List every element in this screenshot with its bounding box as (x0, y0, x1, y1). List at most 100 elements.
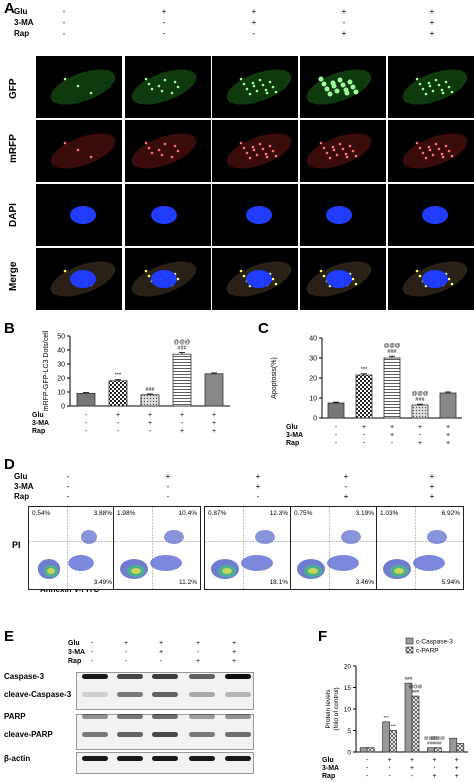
treatment-sign: - (366, 773, 369, 780)
cell-population (164, 530, 184, 544)
d-treat-sign: + (255, 472, 261, 481)
bar (76, 393, 96, 407)
y-tick-label: 50 (57, 334, 65, 341)
row-label-dapi: DAPI (8, 203, 19, 227)
micrograph-gfp (388, 56, 474, 118)
bar (355, 374, 373, 419)
y-tick-label: 40 (57, 348, 65, 355)
treatment-sign: + (455, 757, 459, 764)
legend-entry: c-PARP (416, 648, 439, 655)
d-treat-sign: - (166, 492, 170, 501)
protein-band (117, 692, 143, 697)
a-treat-sign: - (162, 18, 166, 27)
protein-band (117, 756, 143, 761)
d-treat-sign: + (255, 482, 261, 491)
quadrant-upper-left-pct: 1.98% (117, 510, 136, 517)
micrograph-dapi (125, 184, 211, 246)
protein-band (152, 674, 178, 679)
legend-swatch (405, 637, 414, 645)
y-tick-label: 0 (61, 404, 65, 411)
bar (427, 747, 435, 753)
micrograph-merge (125, 248, 211, 310)
treatment-sign: - (335, 424, 338, 431)
a-treat-sign: + (251, 7, 257, 16)
e-treat-sign: - (90, 649, 94, 656)
significance-label: @@@ (384, 343, 401, 349)
e-treat-sign: - (196, 649, 200, 656)
treatment-sign: + (388, 757, 392, 764)
significance-label: ### (177, 346, 187, 352)
protein-band (82, 674, 108, 679)
flow-cytometry-plot: 0.75% 3.19% 3.46% (290, 506, 378, 590)
cell-population (427, 530, 447, 544)
significance-label: @@@ (412, 391, 429, 397)
treatment-sign: - (85, 420, 88, 427)
treatment-sign: + (410, 765, 414, 772)
a-treat-sign: + (341, 7, 347, 16)
cell-population (394, 568, 404, 574)
treatment-sign: + (455, 765, 459, 772)
protein-band (152, 714, 178, 719)
d-treat-sign: + (429, 492, 435, 501)
quadrant-upper-left-pct: 1.03% (380, 510, 399, 517)
treatment-sign: + (180, 412, 184, 419)
significance-label: ### (434, 741, 442, 746)
e-treat-sign: + (231, 649, 237, 656)
panel-f-letter: F (318, 628, 328, 645)
panel-a-letter: A (4, 0, 15, 17)
e-treat-sign: - (124, 649, 128, 656)
y-tick-label: 30 (309, 356, 317, 363)
treatment-sign: + (148, 412, 152, 419)
y-tick-label: 15 (344, 685, 352, 692)
protein-band (225, 756, 251, 761)
treatment-sign: + (212, 412, 216, 419)
bar (366, 747, 375, 753)
panel-f-chart: 0 5 10 15 20 Protein levels (fold of control) *… (322, 637, 468, 780)
treatment-sign: - (117, 428, 120, 435)
micrograph-mrfp (212, 120, 298, 182)
e-treat-sign: + (231, 640, 237, 647)
significance-label: @@@ (431, 736, 445, 741)
flow-cytometry-plot: 1.03% 6.92% 5.94% (376, 506, 464, 590)
bar (108, 380, 128, 407)
quadrant-upper-right-pct: 12.3% (269, 510, 288, 517)
treatment-sign: + (148, 420, 152, 427)
treatment-sign: - (335, 440, 338, 447)
y-tick-label: 0 (347, 750, 351, 757)
treatment-sign: + (212, 420, 216, 427)
quadrant-lower-right-pct: 11.2% (179, 579, 197, 586)
treatment-sign: + (418, 440, 422, 447)
bar (140, 394, 160, 407)
d-treat-sign: - (66, 482, 70, 491)
micrograph-mrfp (125, 120, 211, 182)
treatment-sign: - (411, 773, 414, 780)
e-treat-sign: + (123, 640, 129, 647)
protein-band (152, 692, 178, 697)
treatment-label: 3-MA (322, 765, 339, 772)
protein-band (189, 756, 215, 761)
flow-cytometry-plot: 0.54% 3.88% 3.49% (28, 506, 116, 590)
treatment-sign: - (117, 420, 120, 427)
protein-band (225, 714, 251, 719)
treatment-sign: + (362, 424, 366, 431)
bar (456, 743, 465, 753)
treatment-sign: - (391, 440, 394, 447)
significance-label: ### (412, 689, 420, 694)
micrograph-gfp (36, 56, 122, 118)
quadrant-lower-right-pct: 3.49% (93, 579, 112, 586)
protein-band (225, 732, 251, 737)
treatment-label: Rap (32, 428, 45, 435)
d-treat-sign: - (66, 492, 70, 501)
treatment-sign: - (363, 440, 366, 447)
flow-cytometry-plot: 0.87% 12.3% 18.1% (204, 506, 292, 590)
micrograph-dapi (300, 184, 386, 246)
e-treat-sign: + (231, 658, 237, 665)
treatment-sign: + (390, 432, 394, 439)
protein-band (82, 714, 108, 719)
panel-e-letter: E (4, 628, 15, 645)
quadrant-lower-right-pct: 5.94% (441, 579, 460, 586)
bar (449, 737, 458, 753)
protein-band (189, 692, 215, 697)
